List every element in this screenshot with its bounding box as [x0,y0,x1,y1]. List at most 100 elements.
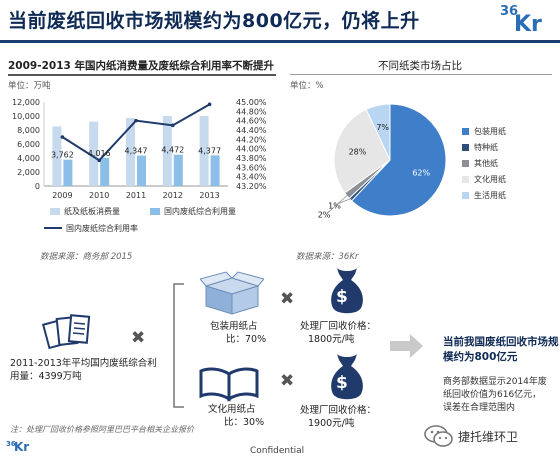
avg-usage-line2: 用量：4399万吨 [10,371,82,382]
x-tick-label: 2012 [163,191,183,200]
result-arrow-icon [390,334,423,358]
header-divider [0,40,560,43]
wechat-account-name: 捷托维环卫 [458,430,519,444]
right-chart-title: 不同纸类市场占比 [378,60,462,72]
package-price-line1: 处理厂回收价格： [300,321,377,332]
culture-price-line2: 1900元/吨 [308,418,355,429]
wechat-icon [424,425,453,447]
y-tick-label: 8,000 [17,126,40,135]
avg-usage-line1: 2011-2013年平均国内废纸综合利 [10,358,157,369]
combo-chart: 02,0004,0006,0008,00010,00012,00043.20%4… [12,98,267,233]
pie-legend-label: 特种纸 [474,142,498,152]
reuse-bar [173,154,183,186]
culture-share-line1: 文化用纸占 [208,404,256,415]
y-tick-label: 6,000 [17,140,40,149]
pie-slice [365,103,391,161]
package-share-line1: 包装用纸占 [210,321,258,332]
pie-value-label: 28% [349,148,367,157]
y2-tick-label: 44.20% [236,135,267,144]
bracket-line [173,283,184,408]
y2-tick-label: 44.00% [236,145,267,154]
brand-logo: 36 Kr [494,4,552,37]
logo-number: 36 [500,4,519,19]
reuse-data-label: 4,016 [88,149,111,158]
multiply-icon-1: ✖ [131,328,146,348]
result-line1: 当前我国废纸回收市场规 [443,336,559,348]
package-share-text: 包装用纸占 比：70% [210,320,266,346]
legend-label-consumption: 纸及纸板消费量 [64,206,120,216]
pie-slice [350,103,447,217]
pie-slice [333,108,391,194]
pie-leader-line [338,197,352,204]
pie-value-label: 7% [376,123,389,132]
right-chart-unit: 单位：% [290,81,324,91]
pie-legend-swatch [462,128,469,135]
pie-legend-swatch [462,144,469,151]
pie-legend-swatch [462,176,469,183]
reuse-bar [210,155,220,186]
x-tick-label: 2009 [52,191,72,200]
culture-share-text: 文化用纸占 比：30% [208,403,264,429]
culture-price-line1: 处理厂回收价格： [300,405,377,416]
right-chart-source: 数据来源：36Kr [296,252,359,262]
reuse-rate-point [60,135,65,139]
culture-share-line2: 比：30% [224,417,265,428]
left-chart-source: 数据来源：商务部 2015 [40,252,133,262]
logo-letters: Kr [514,12,542,37]
paper-stack-icon [41,314,91,350]
reuse-rate-point [207,102,212,107]
legend-label-rate: 国内废纸综合利用率 [66,223,138,233]
footer-logo-letters: Kr [14,440,30,454]
pie-legend-label: 生活用纸 [474,190,506,200]
pie-legend-swatch [462,160,469,167]
pie-value-label: 2% [318,211,331,220]
y-tick-label: 4,000 [17,154,40,163]
avg-usage-text: 2011-2013年平均国内废纸综合利 用量：4399万吨 [10,357,157,383]
dollar-sign-2: $ [336,373,348,393]
consumption-bar [89,121,99,186]
reuse-rate-point [134,118,138,123]
reuse-bar [137,155,146,186]
mofcom-note: 商务部数据显示2014年废 纸回收价值为616亿元， 误差在合理范围内 [443,376,547,415]
consumption-bar [162,116,172,186]
culture-price-text: 处理厂回收价格： 1900元/吨 [300,404,376,430]
reuse-data-label: 4,347 [125,147,148,156]
package-share-line2: 比：70% [226,334,267,345]
y-tick-label: 10,000 [12,112,40,121]
x-tick-label: 2013 [199,191,219,200]
y2-tick-label: 44.40% [236,126,267,135]
consumption-bar [52,126,62,186]
y2-tick-label: 45.00% [236,98,267,107]
result-line2: 模约为800亿元 [443,351,518,363]
dollar-sign-1: $ [336,287,348,307]
multiply-icon-3: ✖ [280,371,295,391]
y-tick-label: 12,000 [12,98,40,107]
left-chart-title: 2009-2013 年国内纸消费量及废纸综合利用率不断提升 [8,60,274,72]
money-bag-icon-2 [331,354,363,400]
reuse-rate-point [97,158,101,163]
money-bag-icon-1 [331,268,363,314]
y2-tick-label: 43.40% [236,173,267,182]
package-price-line2: 1800元/吨 [308,334,355,345]
y-tick-label: 0 [35,182,40,191]
pie-value-label: 62% [412,168,430,177]
reuse-bar [100,157,110,186]
reuse-data-label: 4,377 [198,146,221,155]
multiply-icon-2: ✖ [280,289,295,309]
x-tick-label: 2010 [89,191,109,200]
mofcom-note-line3: 误差在合理范围内 [443,403,516,413]
y2-tick-label: 43.20% [236,182,267,191]
page-title: 当前废纸回收市场规模约为800亿元，仍将上升 [8,10,420,32]
consumption-bar [126,118,135,186]
footer-logo: 36 Kr [4,436,44,456]
pie-legend-label: 包装用纸 [474,126,506,136]
consumption-bar [199,116,209,186]
pie-value-label: 1% [328,201,341,210]
confidential-label: Confidential [250,446,305,456]
footer-note: 注：处理厂回收价格参照阿里巴巴平台相关企业报价 [10,425,194,434]
reuse-bar [63,159,73,186]
legend-label-reuse: 国内废纸综合利用量 [164,206,236,216]
mofcom-note-line2: 纸回收价值为616亿元， [443,390,542,400]
y2-tick-label: 44.60% [236,117,267,126]
